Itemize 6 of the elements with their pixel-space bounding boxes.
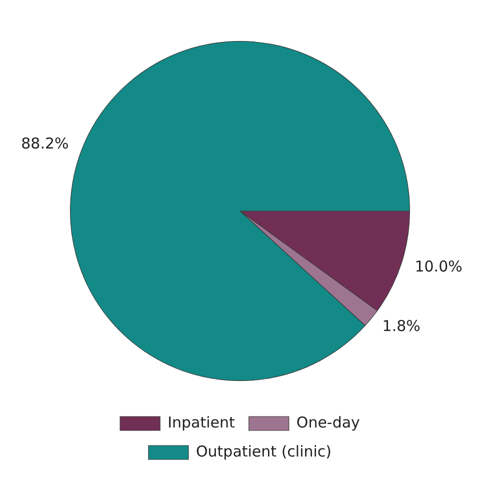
data-label: 10.0% bbox=[414, 258, 462, 276]
legend-label: One-day bbox=[296, 413, 360, 432]
data-label: 88.2% bbox=[21, 134, 69, 152]
legend-label: Outpatient (clinic) bbox=[196, 442, 332, 460]
data-label: 1.8% bbox=[382, 317, 420, 336]
legend-label: Inpatient bbox=[168, 413, 235, 432]
